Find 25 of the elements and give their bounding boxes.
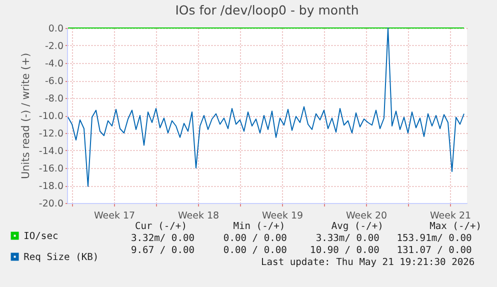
text: Last update: Thu May 21 19:21:30 2026: [261, 257, 475, 269]
x-tick-label: Week 19: [262, 210, 304, 222]
y-tick-label: -20.0: [38, 198, 64, 210]
text: 3.32m/ 0.00 0.00 / 0.00 3.33m/ 0.00 153.91m/ 0.00: [131, 233, 472, 245]
x-tick-label: Week 18: [178, 210, 220, 222]
y-tick-label: -12.0: [38, 128, 64, 140]
y-tick-label: -18.0: [38, 181, 64, 192]
x-tick-label: Week 21: [430, 210, 472, 222]
x-tick-label: Week 20: [346, 210, 388, 222]
y-tick-label: -2.0: [44, 41, 64, 52]
y-tick-label: -4.0: [44, 58, 64, 70]
y-tick-label: -14.0: [38, 146, 64, 157]
text: Cur (-/+) Min (-/+) Avg (-/+) Max (-/+): [135, 221, 482, 233]
line-series: [68, 28, 464, 187]
legend-label: IO/sec: [24, 230, 58, 242]
y-axis-title: Units read (-) / write (+): [20, 52, 32, 180]
x-tick-label: Week 17: [94, 210, 136, 222]
y-tick-label: -8.0: [44, 94, 64, 104]
y-tick-label: -6.0: [44, 76, 64, 87]
text: 9.67 / 0.00 0.00 / 0.00 10.90 / 0.00 131.07 / 0.00: [131, 245, 472, 257]
y-tick-label: 0.0: [48, 24, 64, 34]
legend-label: Req Size (KB): [24, 252, 99, 263]
y-tick-label: -10.0: [38, 111, 64, 122]
chart-title: IOs for /dev/loop0 - by month: [175, 2, 359, 18]
y-tick-label: -16.0: [38, 164, 64, 174]
